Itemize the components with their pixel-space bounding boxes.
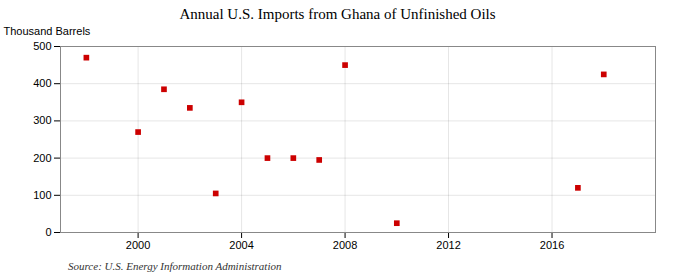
svg-text:2016: 2016 [540,239,564,251]
svg-text:Thousand Barrels: Thousand Barrels [4,25,91,37]
svg-text:2008: 2008 [333,239,357,251]
svg-text:400: 400 [33,77,51,89]
svg-text:100: 100 [33,189,51,201]
svg-text:2012: 2012 [436,239,460,251]
svg-text:200: 200 [33,152,51,164]
html-text:Source: U.S. Energy Informatio: Source: U.S. Energy Information Administ… [68,260,282,272]
svg-text:2004: 2004 [229,239,253,251]
svg-text:500: 500 [33,40,51,52]
svg-text:2000: 2000 [126,239,150,251]
html-text:Annual U.S. Imports from Ghana: Annual U.S. Imports from Ghana of Unfini… [179,6,496,22]
svg-text:300: 300 [33,114,51,126]
svg-text:0: 0 [45,226,51,238]
